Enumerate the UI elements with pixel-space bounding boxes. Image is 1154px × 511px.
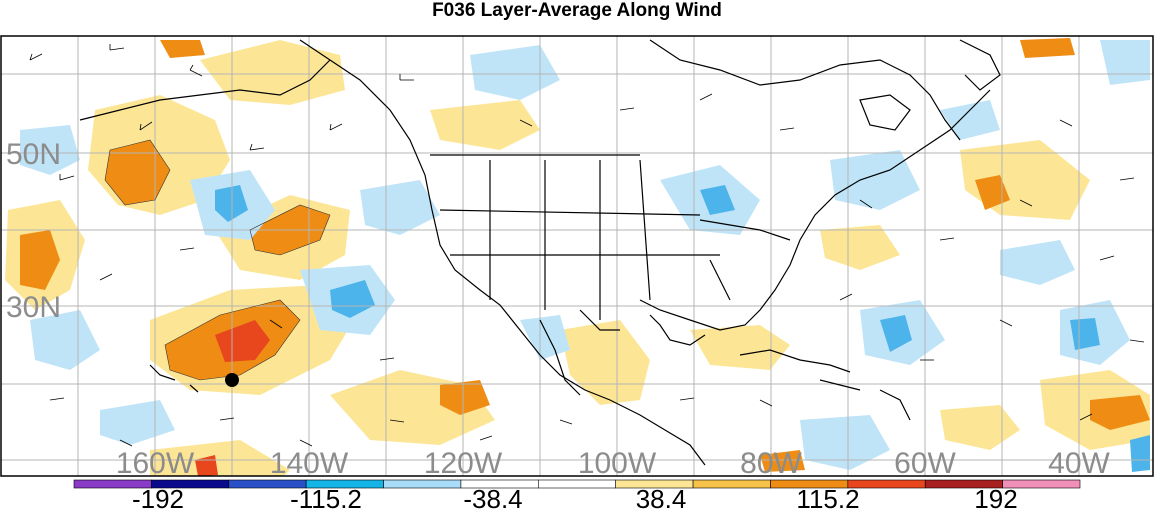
colorbar-boxes [73, 479, 1081, 489]
lon-label-120w: 120W [424, 447, 503, 480]
colorbar-tick-label: -192 [132, 484, 184, 511]
colorbar-swatch [383, 479, 462, 489]
lon-label-80w: 80W [740, 447, 802, 480]
colorbar-swatch [538, 479, 616, 489]
lon-label-40w: 40W [1048, 447, 1110, 480]
contours [104, 139, 331, 381]
lat-label-50n: 50N [6, 138, 61, 171]
lon-label-60w: 60W [894, 447, 956, 480]
wind-barbs [29, 44, 1145, 447]
graticule [1, 36, 1153, 476]
lon-label-100w: 100W [578, 447, 657, 480]
negative-shading-strong [215, 185, 1150, 472]
colorbar-swatch [692, 479, 771, 489]
colorbar-tick-label: 38.4 [636, 484, 687, 511]
colorbar-tick-label: 115.2 [796, 484, 859, 511]
colorbar-tick-label: -115.2 [290, 484, 362, 511]
lat-label-30n: 30N [6, 291, 61, 324]
colorbar-tick-label: 192 [974, 484, 1017, 511]
colorbar-tick-label: -38.4 [463, 484, 522, 511]
lon-label-140w: 140W [270, 447, 349, 480]
location-marker [225, 373, 239, 387]
colorbar-swatch [1002, 479, 1081, 489]
map-frame [0, 35, 1154, 477]
lon-label-160w: 160W [116, 447, 195, 480]
map-title: F036 Layer-Average Along Wind [432, 0, 722, 21]
positive-shading-strong [20, 38, 1150, 472]
coastlines [79, 39, 1001, 466]
